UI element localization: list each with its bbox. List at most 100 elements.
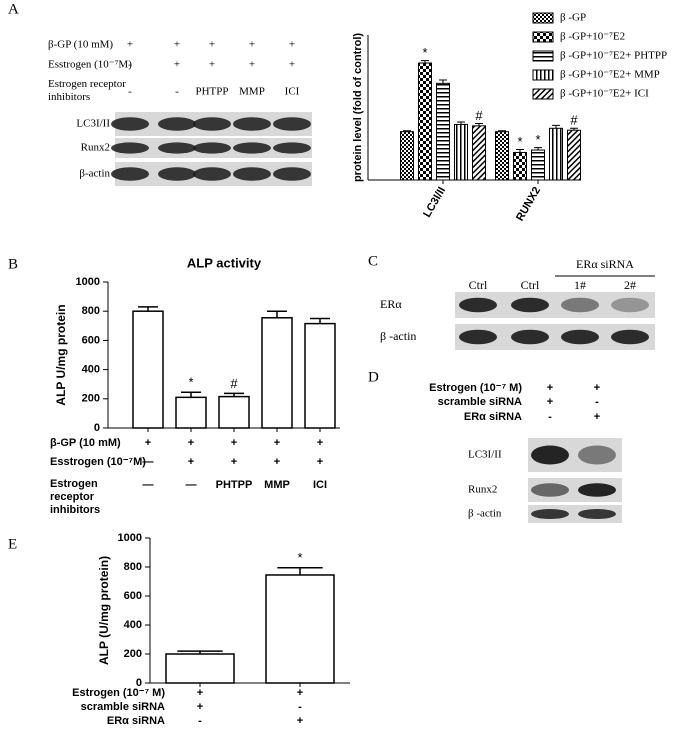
- condition-label: ERα siRNA: [107, 715, 165, 727]
- condition-value: +: [317, 437, 323, 449]
- annotation: *: [517, 134, 522, 149]
- condition-value: +: [197, 687, 203, 699]
- condition-label: β-GP (10 mM): [48, 39, 113, 51]
- blot-band: [193, 142, 231, 154]
- blot-band: [611, 329, 649, 345]
- band-label: β -actin: [468, 508, 502, 520]
- bar: [567, 129, 581, 181]
- blot-band: [233, 167, 271, 181]
- error-bar: [181, 391, 201, 398]
- bar: [261, 317, 293, 429]
- lane-label: 1#: [574, 278, 586, 292]
- blot-band: [111, 117, 149, 131]
- blot-band: [578, 445, 616, 465]
- band-label: ERα: [380, 297, 402, 311]
- condition-value: —: [186, 479, 197, 491]
- error-bar: [310, 317, 330, 324]
- lane-label: Ctrl: [521, 278, 540, 292]
- condition-value: ICI: [313, 479, 327, 491]
- condition-value: +: [249, 59, 255, 71]
- bar: [218, 395, 250, 429]
- condition-value: +: [197, 701, 203, 713]
- blot-band: [511, 329, 549, 345]
- lane-label: 2#: [624, 278, 636, 292]
- condition-value: -: [595, 396, 599, 408]
- condition-value: PHTPP: [195, 86, 228, 98]
- condition-value: +: [289, 59, 295, 71]
- condition-value: +: [231, 456, 237, 468]
- condition-value: +: [594, 382, 600, 394]
- panel-label: B: [8, 256, 18, 272]
- legend-swatch: [532, 69, 554, 81]
- y-tick-label: 400: [124, 619, 142, 631]
- legend-swatch: [532, 88, 554, 100]
- error-bar: [403, 130, 411, 132]
- condition-label: scramble siRNA: [81, 701, 165, 713]
- annotation: *: [297, 550, 302, 565]
- condition-value: -: [198, 715, 202, 727]
- error-bar: [224, 392, 244, 397]
- bar: [549, 127, 563, 181]
- blot-band: [273, 167, 311, 181]
- condition-value: +: [231, 437, 237, 449]
- annotation: #: [230, 376, 238, 391]
- error-bar: [457, 121, 465, 125]
- panel-label: C: [368, 253, 378, 269]
- blot-band: [111, 142, 149, 154]
- band-label: Runx2: [81, 142, 110, 154]
- condition-label: β-GP (10 mM): [50, 437, 121, 449]
- error-bar: [570, 127, 578, 131]
- condition-value: +: [594, 411, 600, 423]
- legend-label: β -GP: [560, 12, 586, 24]
- bar: [175, 396, 207, 429]
- annotation: *: [422, 45, 427, 60]
- condition-value: -: [298, 701, 302, 713]
- legend-swatch: [532, 12, 554, 24]
- blot-band: [561, 297, 599, 313]
- bar: [472, 125, 486, 181]
- band-label: LC3I/II: [76, 118, 110, 130]
- condition-label: Esstrogen (10⁻⁷M): [50, 456, 146, 468]
- error-bar: [439, 79, 447, 84]
- panel-label: A: [8, 1, 19, 17]
- condition-value: +: [289, 39, 295, 51]
- blot-band: [158, 117, 196, 131]
- error-bar: [516, 149, 524, 153]
- y-tick-label: 0: [136, 677, 142, 689]
- blot-band: [158, 142, 196, 154]
- blot-band: [531, 445, 569, 465]
- blot-band: [233, 142, 271, 154]
- y-tick-label: 1000: [76, 276, 100, 288]
- condition-value: +: [209, 59, 215, 71]
- condition-value: +: [297, 715, 303, 727]
- bar: [495, 131, 509, 181]
- condition-value: +: [188, 456, 194, 468]
- condition-label: Estrogen receptor inhibitors: [48, 78, 126, 103]
- error-bar: [267, 310, 287, 318]
- blot-band: [531, 508, 569, 520]
- group-label: ERα siRNA: [576, 257, 634, 271]
- y-tick-label: 0: [94, 422, 100, 434]
- condition-value: -: [128, 86, 132, 98]
- condition-label: Estrogen receptor inhibitors: [50, 478, 101, 516]
- legend-label: β -GP+10⁻⁷E2+ PHTPP: [560, 50, 667, 62]
- y-tick-label: 800: [82, 305, 100, 317]
- blot-band: [611, 297, 649, 313]
- blot-band: [561, 329, 599, 345]
- annotation: *: [188, 375, 193, 390]
- y-axis-label: ALP (U/mg protein): [97, 556, 111, 665]
- legend-swatch: [532, 50, 554, 62]
- chart-title: ALP activity: [187, 255, 262, 270]
- annotation: #: [475, 108, 483, 123]
- condition-label: scramble siRNA: [438, 396, 522, 408]
- blot-band: [273, 142, 311, 154]
- error-bar: [475, 122, 483, 126]
- x-tick-label: RUNX2: [514, 185, 543, 223]
- condition-label: Estrogen (10⁻⁷ M): [429, 382, 522, 394]
- blot-band: [578, 483, 616, 497]
- y-tick-label: 1000: [118, 532, 142, 544]
- bar: [531, 149, 545, 181]
- condition-value: +: [547, 382, 553, 394]
- y-tick-label: 600: [82, 334, 100, 346]
